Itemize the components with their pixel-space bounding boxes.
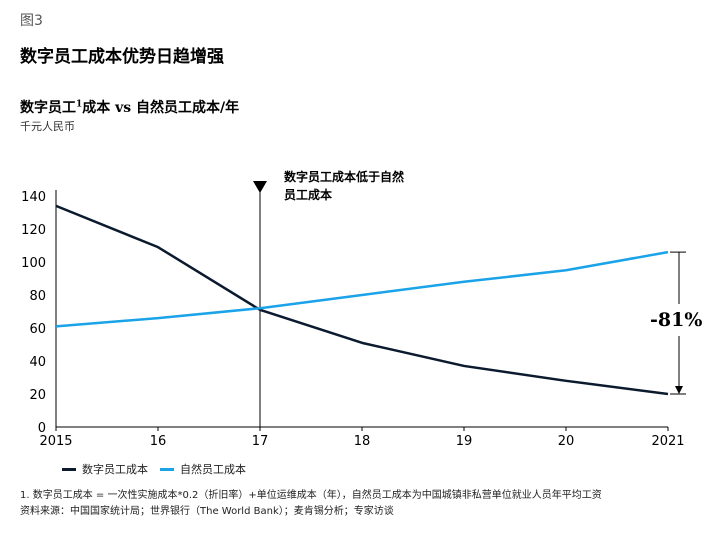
percent-difference-label: -81%	[650, 309, 703, 331]
chart-title-footnote-ref: 1	[76, 99, 83, 110]
y-tick-label: 20	[29, 388, 46, 403]
footnote-source: 资料来源：中国国家统计局；世界银行（The World Bank）；麦肯锡分析；…	[20, 506, 394, 517]
unit-label: 千元人民币	[20, 120, 75, 133]
legend-item-digital: 数字员工成本	[62, 461, 148, 477]
x-tick-label: 16	[150, 434, 167, 449]
series-line-natural	[55, 250, 669, 328]
crossover-marker-triangle	[253, 181, 267, 193]
x-tick-label: 20	[558, 434, 575, 449]
y-tick-label: 140	[21, 190, 46, 205]
chart-title-rest: 成本 vs 自然员工成本/年	[82, 100, 240, 116]
series-line-digital	[55, 204, 669, 396]
crossover-annotation: 数字员工成本低于自然员工成本	[284, 170, 405, 202]
legend-label-digital: 数字员工成本	[82, 463, 148, 476]
chart-title-main: 数字员工	[20, 100, 76, 116]
x-tick-label: 19	[456, 434, 473, 449]
headline: 数字员工成本优势日趋增强	[20, 47, 224, 67]
gap-arrowhead	[675, 386, 683, 394]
x-tick-label: 18	[354, 434, 371, 449]
legend-label-natural: 自然员工成本	[180, 463, 246, 476]
y-tick-label: 120	[21, 223, 46, 238]
y-tick-label: 100	[21, 256, 46, 271]
legend-swatch-digital	[62, 467, 76, 471]
x-tick-label: 2021	[651, 434, 684, 449]
chart-title: 数字员工1成本 vs 自然员工成本/年	[20, 97, 239, 117]
y-tick-label: 0	[38, 421, 46, 436]
legend-item-natural: 自然员工成本	[160, 461, 246, 477]
footnote-definition: 1. 数字员工成本 = 一次性实施成本*0.2（折旧率）+单位运维成本（年），自…	[20, 490, 602, 501]
y-tick-label: 80	[29, 289, 46, 304]
figure-label: 图3	[20, 13, 43, 29]
footnote: 1. 数字员工成本 = 一次性实施成本*0.2（折旧率）+单位运维成本（年），自…	[20, 488, 710, 520]
x-tick-label: 17	[252, 434, 269, 449]
legend-swatch-natural	[160, 467, 174, 471]
y-tick-label: 60	[29, 322, 46, 337]
x-tick-label: 2015	[39, 434, 72, 449]
y-tick-label: 40	[29, 355, 46, 370]
